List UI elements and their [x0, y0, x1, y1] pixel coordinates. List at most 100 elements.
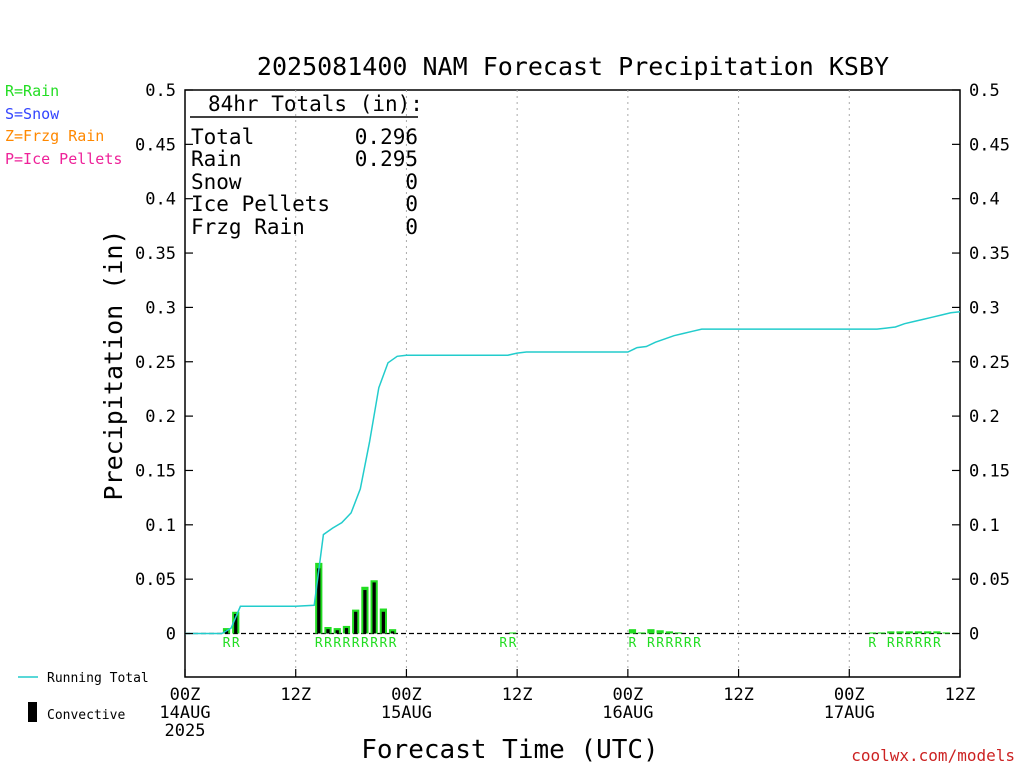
ptype-mark: R [905, 636, 913, 651]
convective-bar [224, 630, 229, 634]
plot-frame [184, 89, 961, 678]
y-tick-label-left: 0.35 [135, 244, 176, 264]
y-tick-label-left: 0.25 [135, 353, 176, 373]
ptype-mark: R [629, 636, 637, 651]
y-tick-label-left: 0.1 [145, 516, 176, 536]
x-tick-label: 17AUG [824, 703, 875, 723]
ptype-mark: R [675, 636, 683, 651]
y-tick-label-left: 0.5 [145, 81, 176, 101]
x-tick-label: 14AUG [159, 703, 210, 723]
ptype-mark: R [361, 636, 369, 651]
convective-bar [381, 611, 385, 634]
ptype-mark: R [887, 636, 895, 651]
x-tick-label: 15AUG [381, 703, 432, 723]
precip-bar [924, 631, 932, 634]
legend-ice-pellets: P=Ice Pellets [5, 150, 122, 168]
totals-label-frzg-rain: Frzg Rain [191, 215, 305, 239]
legend-rain: R=Rain [5, 82, 59, 100]
ptype-mark: R [684, 636, 692, 651]
x-tick-label: 00Z [834, 685, 865, 705]
chart-title: 2025081400 NAM Forecast Precipitation KS… [257, 52, 889, 81]
x-tick-label: 12Z [945, 685, 976, 705]
precip-bar [905, 631, 913, 634]
precip-bar [656, 630, 664, 634]
ptype-mark: R [509, 636, 517, 651]
precip-bar [896, 631, 904, 634]
convective-bar [335, 630, 339, 634]
ptype-mark: R [343, 636, 351, 651]
convective-legend-label: Convective [47, 708, 125, 723]
precip-bar [868, 632, 876, 634]
precip-bar [508, 632, 517, 634]
totals-label-ice-pellets: Ice Pellets [191, 192, 330, 216]
precip-bar [674, 632, 683, 634]
y-tick-label-left: 0.45 [135, 135, 176, 155]
y-tick-label-right: 0.05 [969, 570, 1010, 590]
ptype-mark: R [324, 636, 332, 651]
x-tick-label: 12Z [723, 685, 754, 705]
convective-bar [354, 611, 358, 634]
ptype-mark: R [499, 636, 507, 651]
y-tick-label-right: 0 [969, 625, 979, 645]
ptype-mark: R [379, 636, 387, 651]
precip-bar [628, 629, 637, 634]
running-total-line [185, 311, 961, 635]
ptype-mark: R [924, 636, 932, 651]
totals-value-ice-pellets: 0 [405, 192, 418, 216]
y-tick-label-right: 0.1 [969, 516, 1000, 536]
totals-label-snow: Snow [191, 170, 242, 194]
totals-label-total: Total [191, 125, 254, 149]
ptype-mark: R [232, 636, 240, 651]
bars-layer [222, 562, 950, 634]
ptype-mark: R [665, 636, 673, 651]
x-tick-label: 00Z [612, 685, 643, 705]
totals-header: 84hr Totals (in): [208, 92, 423, 116]
convective-bar [234, 613, 238, 634]
precip-bar [665, 631, 673, 634]
y-tick-label-right: 0.4 [969, 190, 1000, 210]
y-axis-label: Precipitation (in) [99, 230, 128, 501]
credit-text: coolwx.com/models [851, 746, 1015, 765]
ptype-legend: R=Rain S=Snow Z=Frzg Rain P=Ice Pellets [5, 82, 122, 168]
totals-value-rain: 0.295 [355, 147, 418, 171]
totals-value-total: 0.296 [355, 125, 418, 149]
convective-bar [317, 568, 321, 634]
ptype-mark: R [333, 636, 341, 651]
precip-bar [933, 631, 941, 634]
grid-layer [185, 90, 960, 677]
y-tick-label-right: 0.3 [969, 298, 1000, 318]
y-tick-label-right: 0.5 [969, 81, 1000, 101]
x-tick-label: 00Z [391, 685, 422, 705]
totals-box: 84hr Totals (in): Total 0.296 Rain 0.295… [190, 92, 423, 239]
x-axis-label: Forecast Time (UTC) [361, 735, 658, 765]
y-tick-label-left: 0.4 [145, 190, 176, 210]
legend-snow: S=Snow [5, 105, 60, 123]
x-tick-label: 00Z [170, 685, 201, 705]
convective-bar [344, 628, 349, 634]
totals-value-snow: 0 [405, 170, 418, 194]
series-legend: Running Total Convective [18, 671, 149, 723]
precip-bar [647, 629, 655, 634]
x-tick-label: 16AUG [602, 703, 653, 723]
ptype-mark: R [933, 636, 941, 651]
legend-frzg-rain: Z=Frzg Rain [5, 127, 104, 145]
y-tick-label-left: 0 [166, 625, 176, 645]
ptype-mark: R [370, 636, 378, 651]
running-total-legend-label: Running Total [47, 671, 149, 686]
convective-bar [372, 582, 376, 634]
x-tick-label: 2025 [165, 721, 206, 741]
precip-bar [914, 631, 923, 634]
precip-bar [942, 632, 950, 634]
ptype-mark: R [868, 636, 876, 651]
y-tick-label-right: 0.45 [969, 135, 1010, 155]
x-tick-label: 12Z [502, 685, 533, 705]
ptype-mark: R [693, 636, 701, 651]
ptype-mark: R [389, 636, 397, 651]
y-tick-label-left: 0.15 [135, 461, 176, 481]
ptype-mark: R [915, 636, 923, 651]
x-tick-label: 12Z [280, 685, 311, 705]
totals-label-rain: Rain [191, 147, 242, 171]
